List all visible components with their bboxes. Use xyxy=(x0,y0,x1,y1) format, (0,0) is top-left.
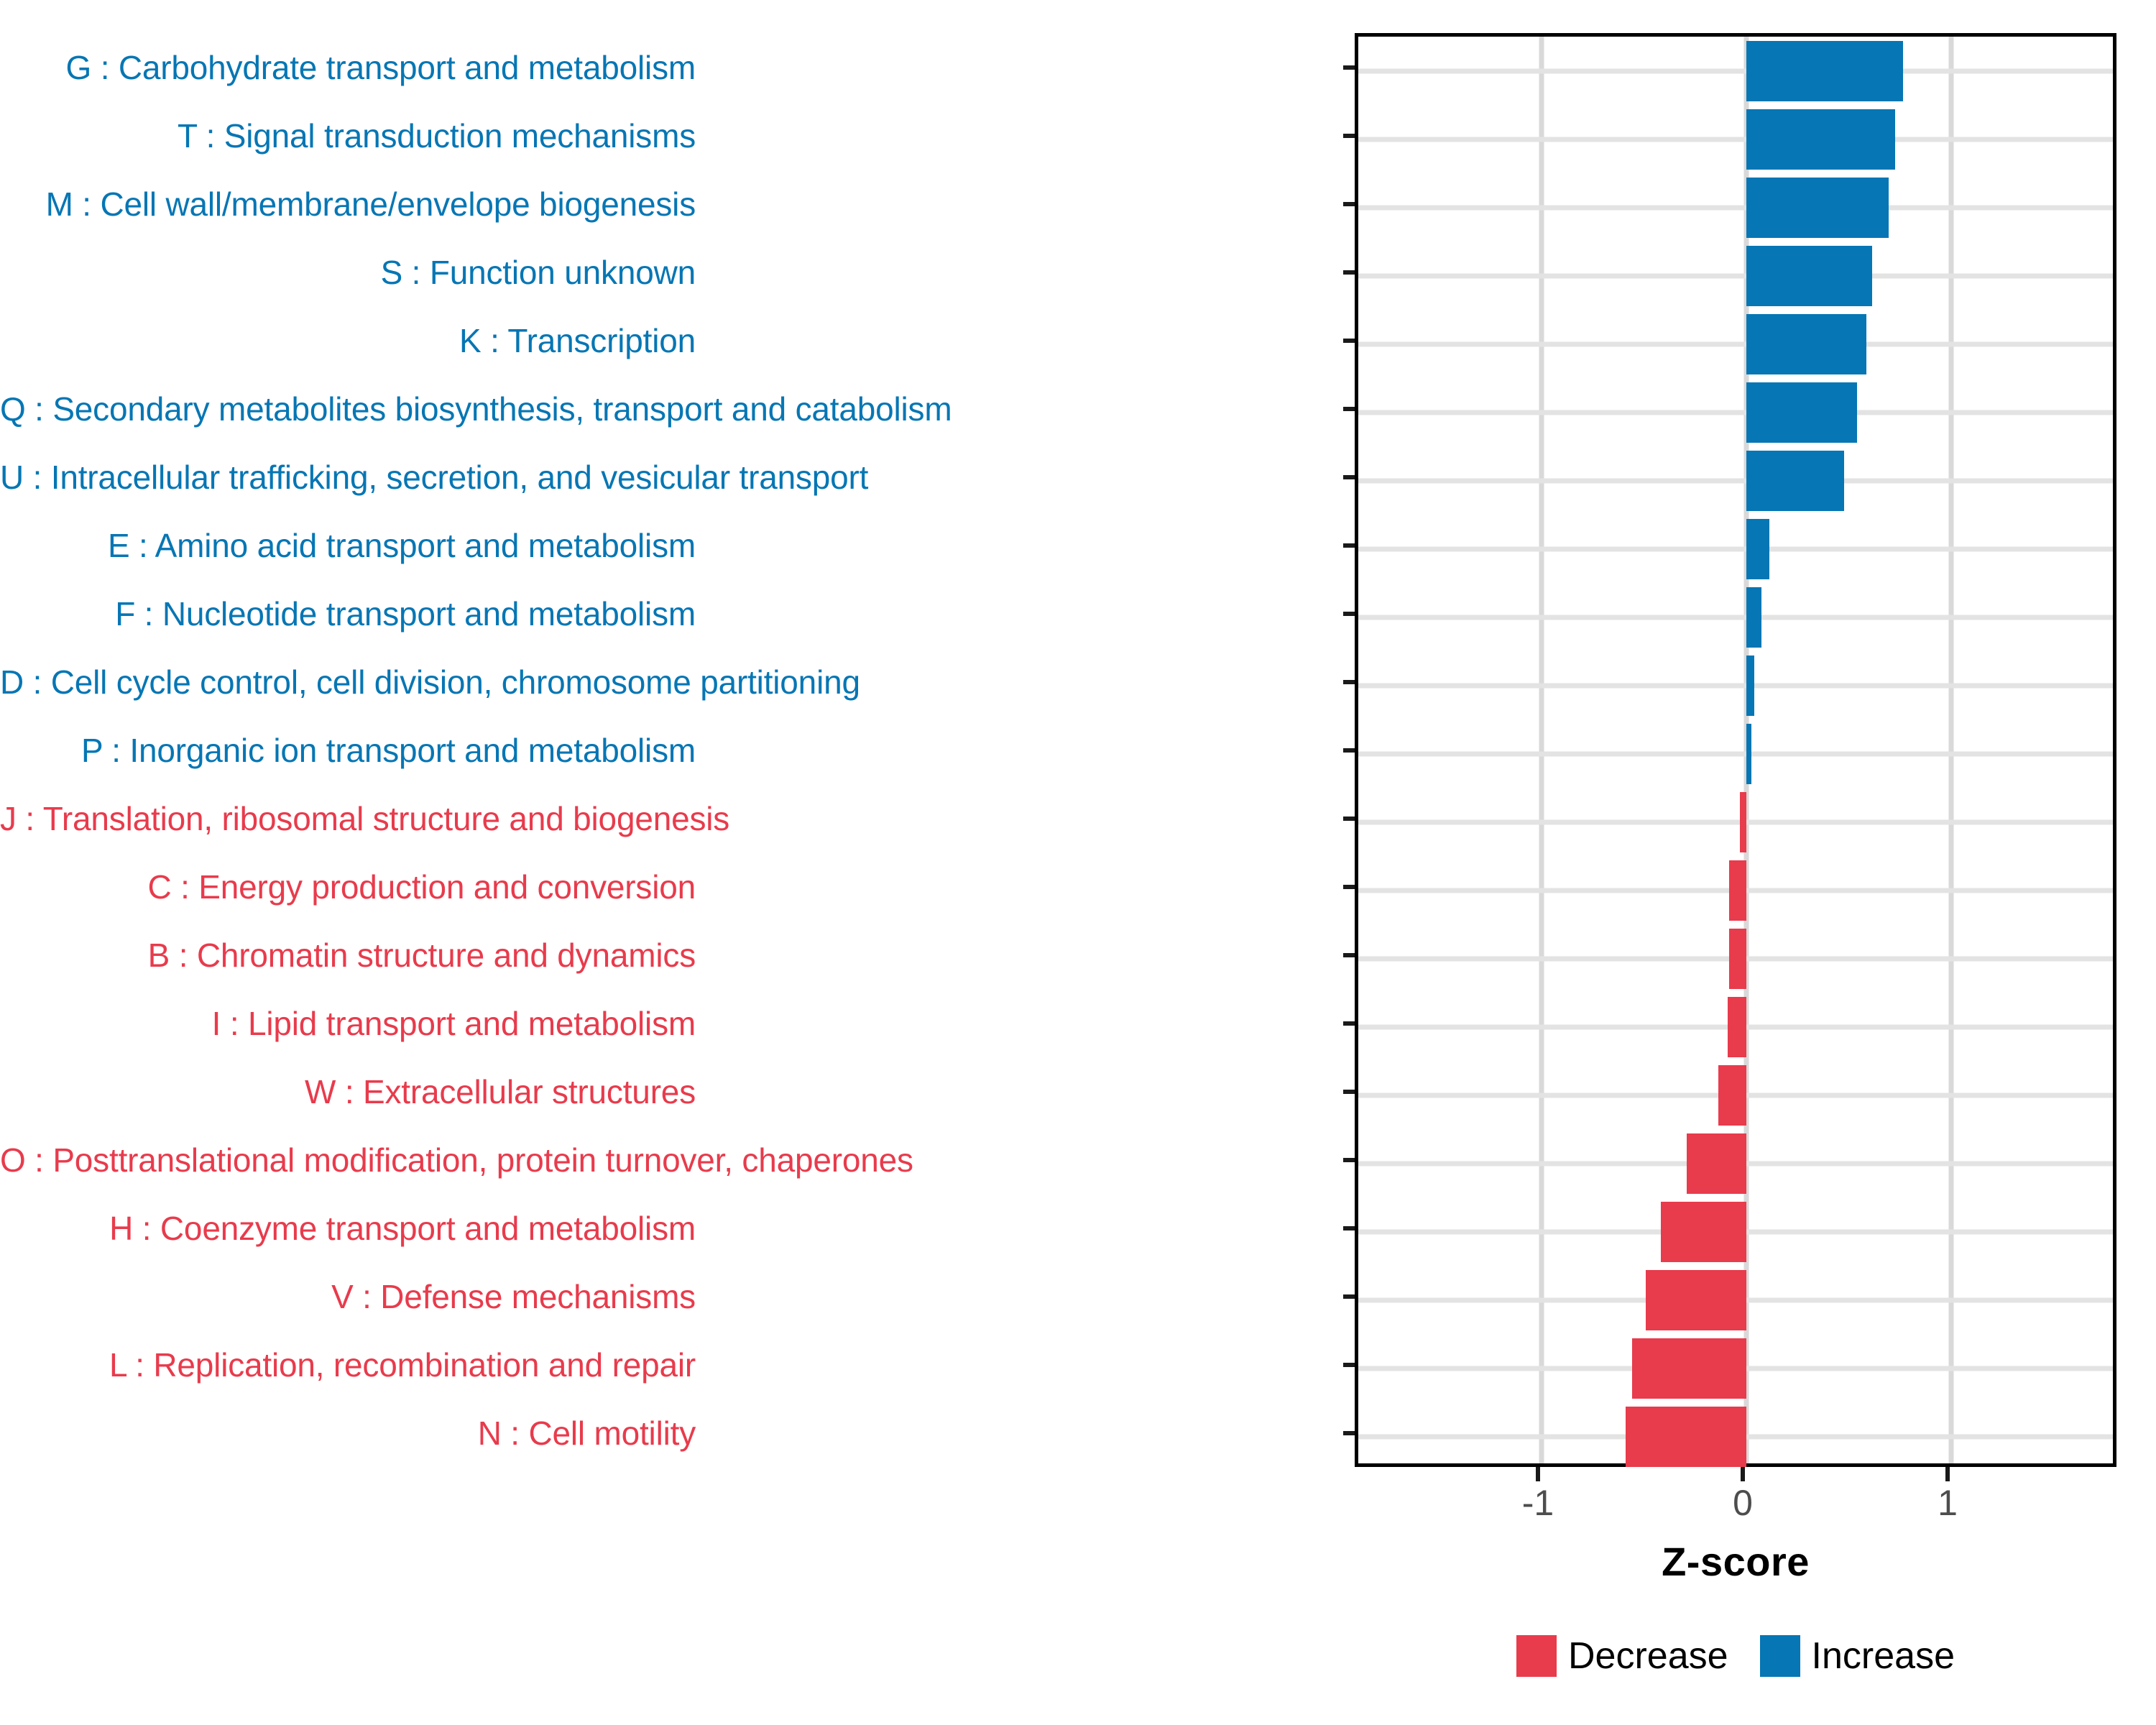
category-label: E : Amino acid transport and metabolism xyxy=(107,526,696,564)
legend-item[interactable]: Increase xyxy=(1759,1635,1955,1677)
category-label: Q : Secondary metabolites biosynthesis, … xyxy=(0,390,952,428)
y-tick xyxy=(1343,1225,1355,1230)
category-label: N : Cell motility xyxy=(477,1414,696,1452)
y-tick xyxy=(1343,816,1355,821)
bar xyxy=(1729,860,1746,921)
category-label: I : Lipid transport and metabolism xyxy=(211,1004,696,1042)
y-tick xyxy=(1343,1021,1355,1026)
bar xyxy=(1746,450,1844,511)
bar xyxy=(1746,177,1889,238)
bar xyxy=(1626,1406,1746,1467)
bar xyxy=(1746,382,1857,443)
plot-panel xyxy=(1355,33,2116,1467)
x-tick xyxy=(1536,1467,1540,1481)
y-gridline xyxy=(1358,478,2113,483)
bar xyxy=(1746,518,1769,579)
bar xyxy=(1718,1064,1746,1126)
category-label: K : Transcription xyxy=(459,321,696,359)
y-tick xyxy=(1343,1089,1355,1094)
y-gridline xyxy=(1358,410,2113,415)
y-tick xyxy=(1343,679,1355,684)
y-tick xyxy=(1343,201,1355,206)
y-tick xyxy=(1343,65,1355,70)
y-gridline xyxy=(1358,546,2113,551)
y-tick xyxy=(1343,338,1355,343)
category-label: B : Chromatin structure and dynamics xyxy=(147,936,696,974)
category-label: H : Coenzyme transport and metabolism xyxy=(109,1209,696,1247)
legend-swatch xyxy=(1759,1635,1800,1677)
bar xyxy=(1746,655,1755,716)
category-axis-labels: G : Carbohydrate transport and metabolis… xyxy=(0,33,952,1467)
y-tick xyxy=(1343,884,1355,889)
x-axis-title: Z-score xyxy=(1662,1539,1810,1584)
y-gridline xyxy=(1358,341,2113,346)
category-label: U : Intracellular trafficking, secretion… xyxy=(0,458,869,496)
x-tick-label: -1 xyxy=(1521,1483,1554,1523)
category-label: F : Nucleotide transport and metabolism xyxy=(115,594,696,632)
y-gridline xyxy=(1358,273,2113,278)
x-tick xyxy=(1945,1467,1950,1481)
bar xyxy=(1746,40,1904,101)
bar xyxy=(1739,791,1746,852)
y-tick xyxy=(1343,748,1355,753)
category-label: J : Translation, ribosomal structure and… xyxy=(0,799,730,837)
y-tick xyxy=(1343,543,1355,548)
legend-item[interactable]: Decrease xyxy=(1516,1635,1728,1677)
y-gridline xyxy=(1358,137,2113,142)
category-label: S : Function unknown xyxy=(380,253,696,291)
y-tick xyxy=(1343,406,1355,411)
y-tick xyxy=(1343,1362,1355,1367)
bar xyxy=(1646,1269,1746,1330)
y-gridline xyxy=(1358,683,2113,688)
x-tick-label: 1 xyxy=(1938,1483,1958,1523)
y-tick xyxy=(1343,1294,1355,1299)
x-gridline xyxy=(1948,37,1954,1463)
category-label: T : Signal transduction mechanisms xyxy=(177,116,696,155)
bar xyxy=(1728,996,1746,1057)
y-gridline xyxy=(1358,819,2113,824)
bar xyxy=(1631,1338,1746,1399)
bar xyxy=(1746,723,1751,784)
bar xyxy=(1746,586,1761,648)
x-tick-label: 0 xyxy=(1733,1483,1753,1523)
y-tick xyxy=(1343,270,1355,275)
y-tick xyxy=(1343,952,1355,957)
y-gridline xyxy=(1358,615,2113,620)
category-label: O : Posttranslational modification, prot… xyxy=(0,1141,913,1179)
legend-label: Decrease xyxy=(1567,1635,1728,1677)
category-label: C : Energy production and conversion xyxy=(147,868,696,906)
legend-swatch xyxy=(1516,1635,1557,1677)
bar xyxy=(1746,313,1866,374)
category-label: V : Defense mechanisms xyxy=(331,1277,696,1315)
bar xyxy=(1746,109,1896,170)
bar xyxy=(1660,1201,1746,1262)
category-label: P : Inorganic ion transport and metaboli… xyxy=(81,731,696,769)
category-label: M : Cell wall/membrane/envelope biogenes… xyxy=(45,185,696,223)
y-gridline xyxy=(1358,68,2113,73)
x-gridline xyxy=(1539,37,1544,1463)
bar xyxy=(1687,1133,1746,1194)
y-tick xyxy=(1343,133,1355,138)
bar xyxy=(1746,245,1872,306)
bar xyxy=(1729,928,1746,989)
category-label: D : Cell cycle control, cell division, c… xyxy=(0,663,860,701)
category-label: W : Extracellular structures xyxy=(305,1072,696,1110)
y-gridline xyxy=(1358,205,2113,210)
y-tick xyxy=(1343,474,1355,479)
y-tick xyxy=(1343,611,1355,616)
y-tick xyxy=(1343,1157,1355,1162)
legend-label: Increase xyxy=(1811,1635,1955,1677)
y-tick xyxy=(1343,1430,1355,1435)
category-label: G : Carbohydrate transport and metabolis… xyxy=(65,48,696,86)
x-tick xyxy=(1741,1467,1745,1481)
plot-area xyxy=(1358,37,2113,1467)
chart-legend: Decrease Increase xyxy=(1355,1635,2116,1677)
y-gridline xyxy=(1358,751,2113,756)
category-label: L : Replication, recombination and repai… xyxy=(109,1346,696,1384)
